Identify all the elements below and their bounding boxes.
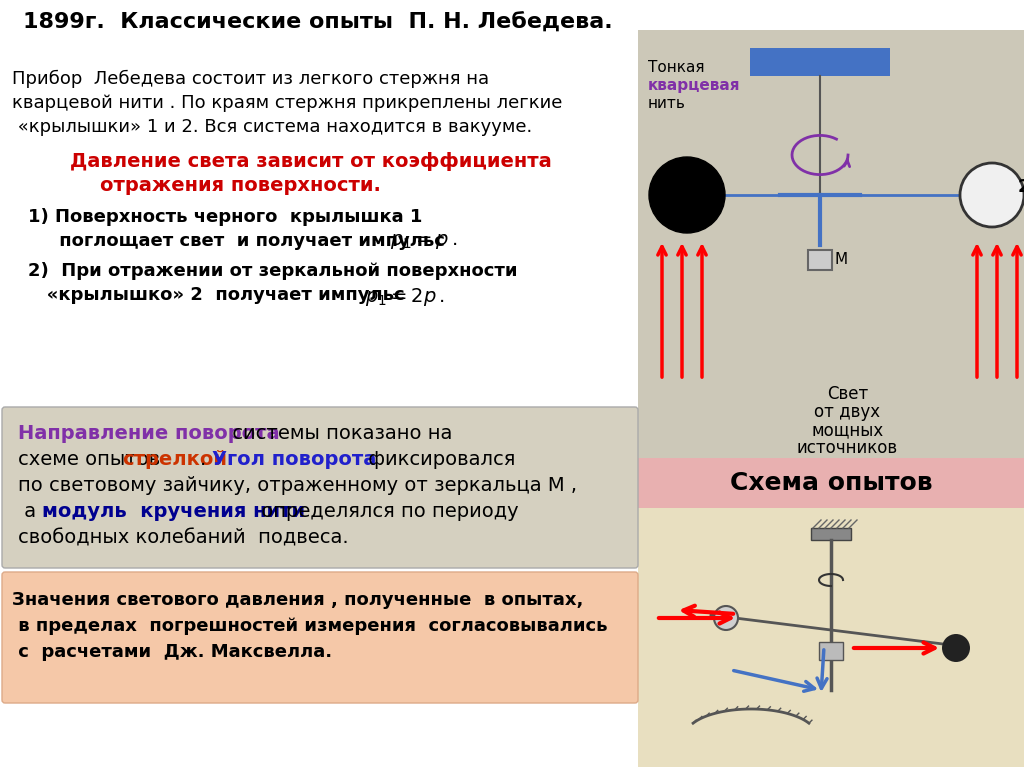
Text: фиксировался: фиксировался: [362, 450, 515, 469]
Bar: [819, 642, 843, 660]
Text: М: М: [834, 252, 847, 268]
Text: 1) Поверхность черного  крылышка 1: 1) Поверхность черного крылышка 1: [28, 208, 422, 226]
Text: определялся по периоду: определялся по периоду: [255, 502, 518, 521]
Text: .: .: [200, 450, 213, 469]
Text: по световому зайчику, отраженному от зеркальца М ,: по световому зайчику, отраженному от зер…: [18, 476, 577, 495]
FancyBboxPatch shape: [2, 572, 638, 703]
Circle shape: [961, 163, 1024, 227]
Text: 2: 2: [1018, 178, 1024, 196]
FancyBboxPatch shape: [2, 407, 638, 568]
Text: 1899г.  Классические опыты  П. Н. Лебедева.: 1899г. Классические опыты П. Н. Лебедева…: [24, 12, 612, 32]
Text: с  расчетами  Дж. Максвелла.: с расчетами Дж. Максвелла.: [12, 643, 332, 661]
Text: источников: источников: [797, 439, 898, 457]
Bar: [750, 48, 890, 76]
Text: поглощает свет  и получает импульс: поглощает свет и получает импульс: [28, 232, 444, 250]
Bar: [638, 458, 1024, 508]
Circle shape: [942, 634, 970, 662]
Text: «крылышко» 2  получает импульс: «крылышко» 2 получает импульс: [28, 286, 404, 304]
Text: Тонкая: Тонкая: [648, 60, 705, 75]
Text: стрелкой: стрелкой: [122, 450, 227, 469]
Text: отражения поверхности.: отражения поверхности.: [100, 176, 381, 195]
Text: Угол поворота: Угол поворота: [212, 450, 377, 469]
Text: 2)  При отражении от зеркальной поверхности: 2) При отражении от зеркальной поверхнос…: [28, 262, 517, 280]
Text: $p_1 = 2p\,.$: $p_1 = 2p\,.$: [365, 286, 444, 308]
Text: $p_1 = p\,.$: $p_1 = p\,.$: [390, 232, 458, 251]
Text: а: а: [18, 502, 42, 521]
Text: Направление поворота: Направление поворота: [18, 424, 280, 443]
Text: кварцевой нити . По краям стержня прикреплены легкие: кварцевой нити . По краям стержня прикре…: [12, 94, 562, 112]
Text: кварцевая: кварцевая: [648, 78, 740, 93]
Text: Схема опытов: Схема опытов: [730, 471, 932, 495]
Bar: [638, 30, 1024, 458]
Circle shape: [714, 606, 738, 630]
Bar: [638, 508, 1024, 767]
Circle shape: [649, 157, 725, 233]
Bar: [811, 528, 851, 540]
Text: Значения светового давления , полученные  в опытах,: Значения светового давления , полученные…: [12, 591, 584, 609]
Text: Давление света зависит от коэффициента: Давление света зависит от коэффициента: [70, 152, 552, 171]
Text: модуль  кручения нити: модуль кручения нити: [42, 502, 305, 521]
Text: от двух: от двух: [814, 403, 881, 421]
Text: нить: нить: [648, 96, 686, 111]
Text: «крылышки» 1 и 2. Вся система находится в вакууме.: «крылышки» 1 и 2. Вся система находится …: [12, 118, 532, 136]
Text: 1: 1: [651, 178, 664, 196]
Text: Прибор  Лебедева состоит из легкого стержня на: Прибор Лебедева состоит из легкого стерж…: [12, 70, 489, 88]
Text: мощных: мощных: [811, 421, 884, 439]
Text: системы показано на: системы показано на: [226, 424, 453, 443]
Text: свободных колебаний  подвеса.: свободных колебаний подвеса.: [18, 528, 348, 547]
Text: Свет: Свет: [826, 385, 868, 403]
Text: в пределах  погрешностей измерения  согласовывались: в пределах погрешностей измерения соглас…: [12, 617, 607, 635]
Bar: [808, 250, 831, 270]
Text: схеме опытов: схеме опытов: [18, 450, 173, 469]
